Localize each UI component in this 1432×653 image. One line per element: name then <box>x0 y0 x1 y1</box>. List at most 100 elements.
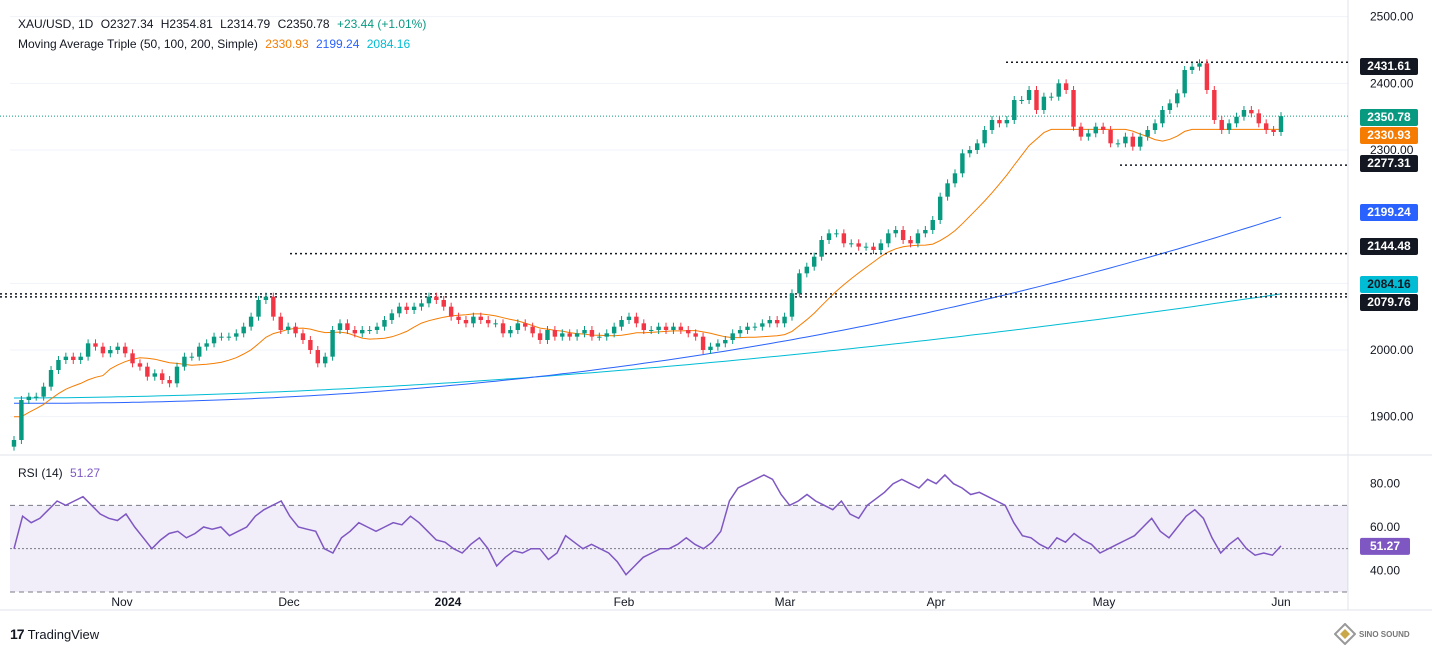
candle-body <box>485 320 491 324</box>
candle-body <box>552 330 558 337</box>
high-value: H2354.81 <box>160 17 213 31</box>
candle-body <box>1219 120 1224 130</box>
candle-body <box>1100 126 1106 130</box>
candle-body <box>78 356 83 360</box>
price-label: 2277.31 <box>1367 156 1411 170</box>
x-tick-label: 2024 <box>435 595 462 609</box>
candle-body <box>85 343 91 357</box>
candle-body <box>1263 123 1269 130</box>
x-axis: Nov Dec 2024 Feb Mar Apr May Jun <box>111 595 1290 609</box>
candle-body <box>26 396 32 400</box>
candle-body <box>508 330 513 334</box>
x-tick-label: Apr <box>927 595 946 609</box>
candle-body <box>1078 126 1084 137</box>
price-label-bg <box>1360 294 1418 311</box>
candle-body <box>471 316 476 324</box>
y-tick-label: 1900.00 <box>1370 410 1414 424</box>
candle-body <box>782 316 787 324</box>
tradingview-logo[interactable]: 17 TradingView <box>10 626 99 642</box>
candle-body <box>708 346 713 350</box>
ma100-line <box>14 216 1282 404</box>
candle-body <box>130 353 135 364</box>
candle-body <box>300 333 306 340</box>
candle-body <box>71 356 76 360</box>
candle-body <box>982 130 987 144</box>
candle-body <box>271 296 276 317</box>
candle-body <box>700 336 706 350</box>
candle-body <box>849 243 854 245</box>
price-label: 2084.16 <box>1367 277 1411 291</box>
candle-body <box>641 323 647 330</box>
candle-body <box>634 316 639 324</box>
candle-body <box>819 240 824 257</box>
rsi-pane <box>10 473 1348 593</box>
brand-label: TradingView <box>27 626 100 642</box>
candle-body <box>960 153 965 174</box>
ma100-value: 2199.24 <box>316 37 360 51</box>
candle-body <box>48 370 54 387</box>
x-tick-label: Nov <box>111 595 132 609</box>
ma-lines <box>14 128 1282 418</box>
candle-body <box>1108 130 1113 144</box>
candle-body <box>234 333 239 337</box>
candle-body <box>752 326 758 328</box>
candle-body <box>241 326 246 334</box>
open-value: O2327.34 <box>100 17 154 31</box>
ma-legend[interactable]: Moving Average Triple (50, 100, 200, Sim… <box>18 37 414 51</box>
rsi-label-bg <box>1360 537 1410 555</box>
price-label-bg <box>1360 204 1418 221</box>
candle-body <box>100 346 106 354</box>
diamond-logo-icon <box>1334 623 1356 645</box>
candle-body <box>789 293 795 317</box>
candle-body <box>397 306 402 314</box>
candle-body <box>411 306 417 310</box>
price-label-bg <box>1360 276 1418 293</box>
candle-body <box>448 306 454 317</box>
candle-body <box>360 330 365 334</box>
candle-body <box>122 346 128 354</box>
candle-body <box>441 300 446 307</box>
candle-body <box>174 366 180 384</box>
candle-body <box>389 313 395 320</box>
candle-body <box>834 233 839 235</box>
candle-body <box>745 326 750 330</box>
candle-body <box>1012 100 1017 120</box>
candle-body <box>826 233 832 240</box>
rsi-legend[interactable]: RSI (14) 51.27 <box>18 466 104 480</box>
candle-body <box>337 323 343 330</box>
candle-body <box>626 316 632 320</box>
candle-body <box>137 363 143 367</box>
candle-body <box>545 330 550 340</box>
rsi-title: RSI (14) <box>18 466 63 480</box>
price-labels: 2431.61 2350.78 2330.93 2277.31 2199.24 2144.… <box>1360 58 1418 555</box>
candle-body <box>723 340 728 344</box>
candle-body <box>597 336 602 338</box>
candle-body <box>648 330 654 331</box>
price-label-bg <box>1360 238 1418 255</box>
candle-body <box>1004 120 1010 124</box>
candle-body <box>1034 90 1039 110</box>
candle-body <box>989 120 995 130</box>
candle-body <box>1093 126 1098 134</box>
candle-body <box>1026 90 1032 100</box>
candle-body <box>619 320 624 327</box>
rsi-current-label: 51.27 <box>1370 539 1400 553</box>
candle-body <box>915 233 921 244</box>
price-label-bg <box>1360 155 1418 172</box>
candle-body <box>404 306 409 310</box>
candle-body <box>219 336 224 338</box>
candle-body <box>367 330 372 331</box>
x-tick-label: Feb <box>614 595 635 609</box>
chart-header: XAU/USD, 1D O2327.34 H2354.81 L2314.79 C… <box>18 17 430 31</box>
price-label: 2431.61 <box>1367 59 1411 73</box>
candle-body <box>1130 136 1136 147</box>
low-value: L2314.79 <box>220 17 271 31</box>
candle-body <box>730 333 735 340</box>
candle-body <box>108 350 113 354</box>
rsi-tick-label: 40.00 <box>1370 563 1400 577</box>
price-label-bg <box>1360 109 1418 126</box>
candle-body <box>11 440 17 447</box>
candle-body <box>530 326 535 334</box>
candle-body <box>500 323 506 334</box>
